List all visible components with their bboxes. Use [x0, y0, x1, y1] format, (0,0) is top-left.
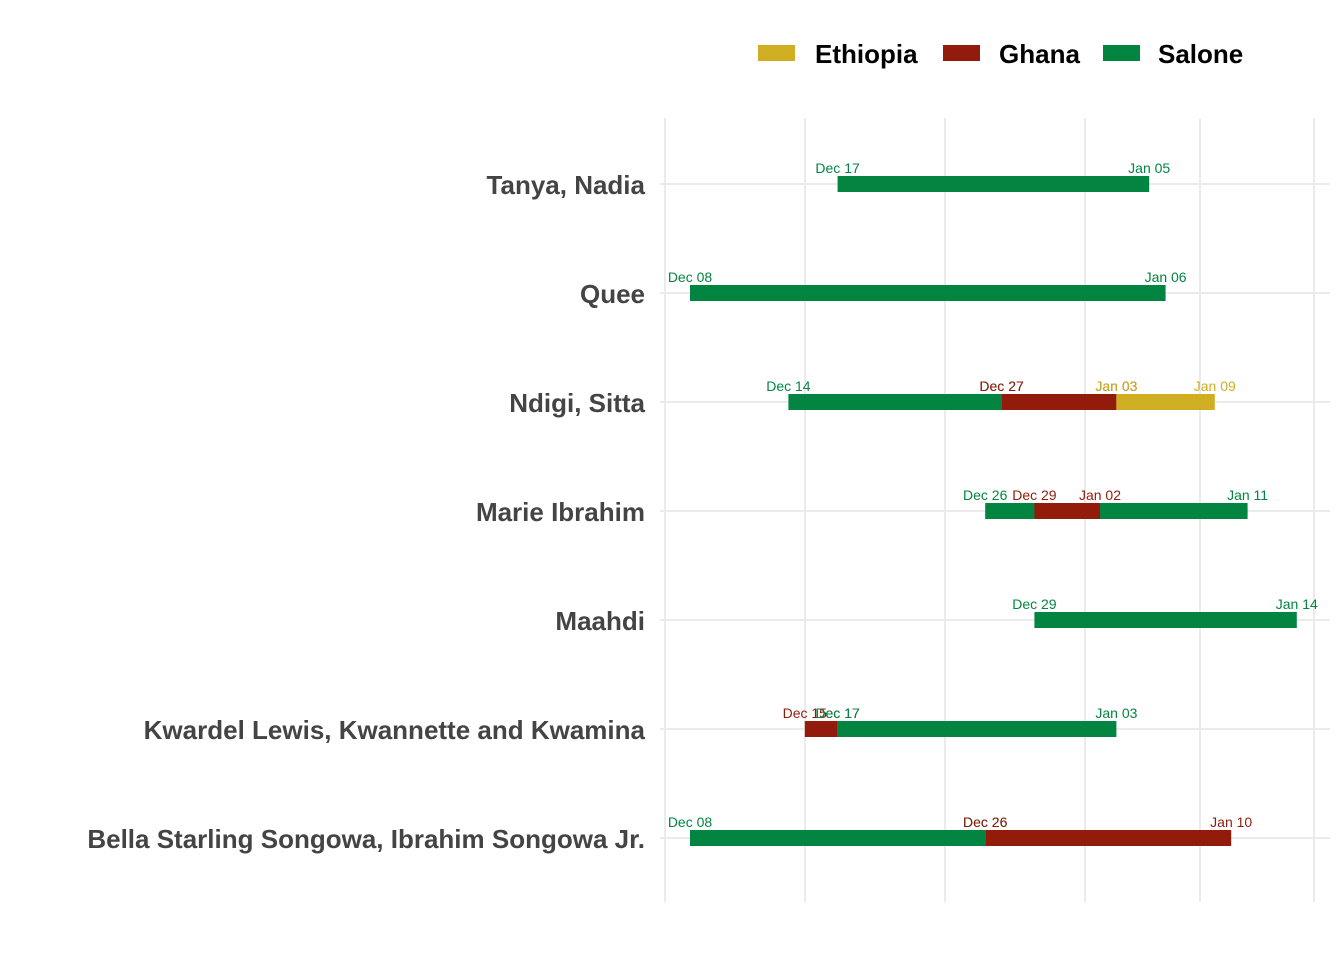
start-date-label: Dec 17 — [815, 160, 860, 176]
legend-key-salone — [1103, 45, 1140, 61]
start-date-label: Dec 29 — [1012, 596, 1057, 612]
bars — [690, 176, 1297, 846]
end-date-label: Dec 17 — [815, 705, 860, 721]
end-date-label: Jan 10 — [1210, 814, 1252, 830]
bar-segment-ghana — [1034, 503, 1100, 519]
bar-segment-ethiopia — [1116, 394, 1215, 410]
end-date-label: Jan 11 — [1227, 487, 1268, 503]
bar-segment-salone — [788, 394, 1002, 410]
legend-key-ethiopia — [758, 45, 795, 61]
bar-segment-ghana — [1001, 394, 1117, 410]
row-label: Bella Starling Songowa, Ibrahim Songowa … — [87, 824, 645, 854]
end-date-label: Jan 06 — [1145, 269, 1187, 285]
legend-key-ghana — [943, 45, 980, 61]
end-date-label: Jan 05 — [1128, 160, 1170, 176]
end-date-label: Jan 03 — [1095, 705, 1137, 721]
start-date-label: Dec 17 — [815, 705, 860, 721]
row-label: Kwardel Lewis, Kwannette and Kwamina — [144, 715, 646, 745]
date-labels: Dec 17 Jan 05 Dec 08 Jan 06 Dec 14 Dec 27 Dec … — [668, 160, 1318, 830]
start-date-label: Dec 27 — [979, 378, 1024, 394]
bar-segment-salone — [1034, 612, 1297, 628]
row-label: Quee — [580, 279, 645, 309]
start-date-label: Dec 26 — [963, 487, 1008, 503]
bar-segment-ghana — [804, 721, 838, 737]
legend: Ethiopia Ghana Salone — [758, 39, 1243, 69]
bar-segment-salone — [690, 285, 1166, 301]
end-date-label: Jan 09 — [1194, 378, 1236, 394]
row-label: Marie Ibrahim — [476, 497, 645, 527]
row-label: Maahdi — [555, 606, 645, 636]
end-date-label: Jan 03 — [1095, 378, 1137, 394]
bar-segment-salone — [690, 830, 986, 846]
end-date-label: Dec 27 — [979, 378, 1024, 394]
end-date-label: Dec 26 — [963, 814, 1008, 830]
legend-label-ethiopia: Ethiopia — [815, 39, 918, 69]
bar-segment-salone — [837, 176, 1150, 192]
start-date-label: Dec 08 — [668, 269, 713, 285]
bar-segment-ghana — [985, 830, 1232, 846]
end-date-label: Jan 14 — [1276, 596, 1318, 612]
start-date-label: Dec 14 — [766, 378, 811, 394]
start-date-label: Dec 15 — [783, 705, 828, 721]
start-date-label: Jan 03 — [1095, 378, 1137, 394]
legend-label-salone: Salone — [1158, 39, 1243, 69]
end-date-label: Jan 02 — [1079, 487, 1121, 503]
bar-segment-salone — [985, 503, 1248, 519]
start-date-label: Dec 26 — [963, 814, 1008, 830]
row-label: Tanya, Nadia — [487, 170, 646, 200]
y-axis-labels: Tanya, Nadia Quee Ndigi, Sitta Marie Ibrahi… — [87, 170, 645, 854]
legend-label-ghana: Ghana — [999, 39, 1080, 69]
start-date-label: Dec 08 — [668, 814, 713, 830]
start-date-label: Dec 29 — [1012, 487, 1057, 503]
bar-segment-salone — [837, 721, 1117, 737]
row-label: Ndigi, Sitta — [509, 388, 645, 418]
